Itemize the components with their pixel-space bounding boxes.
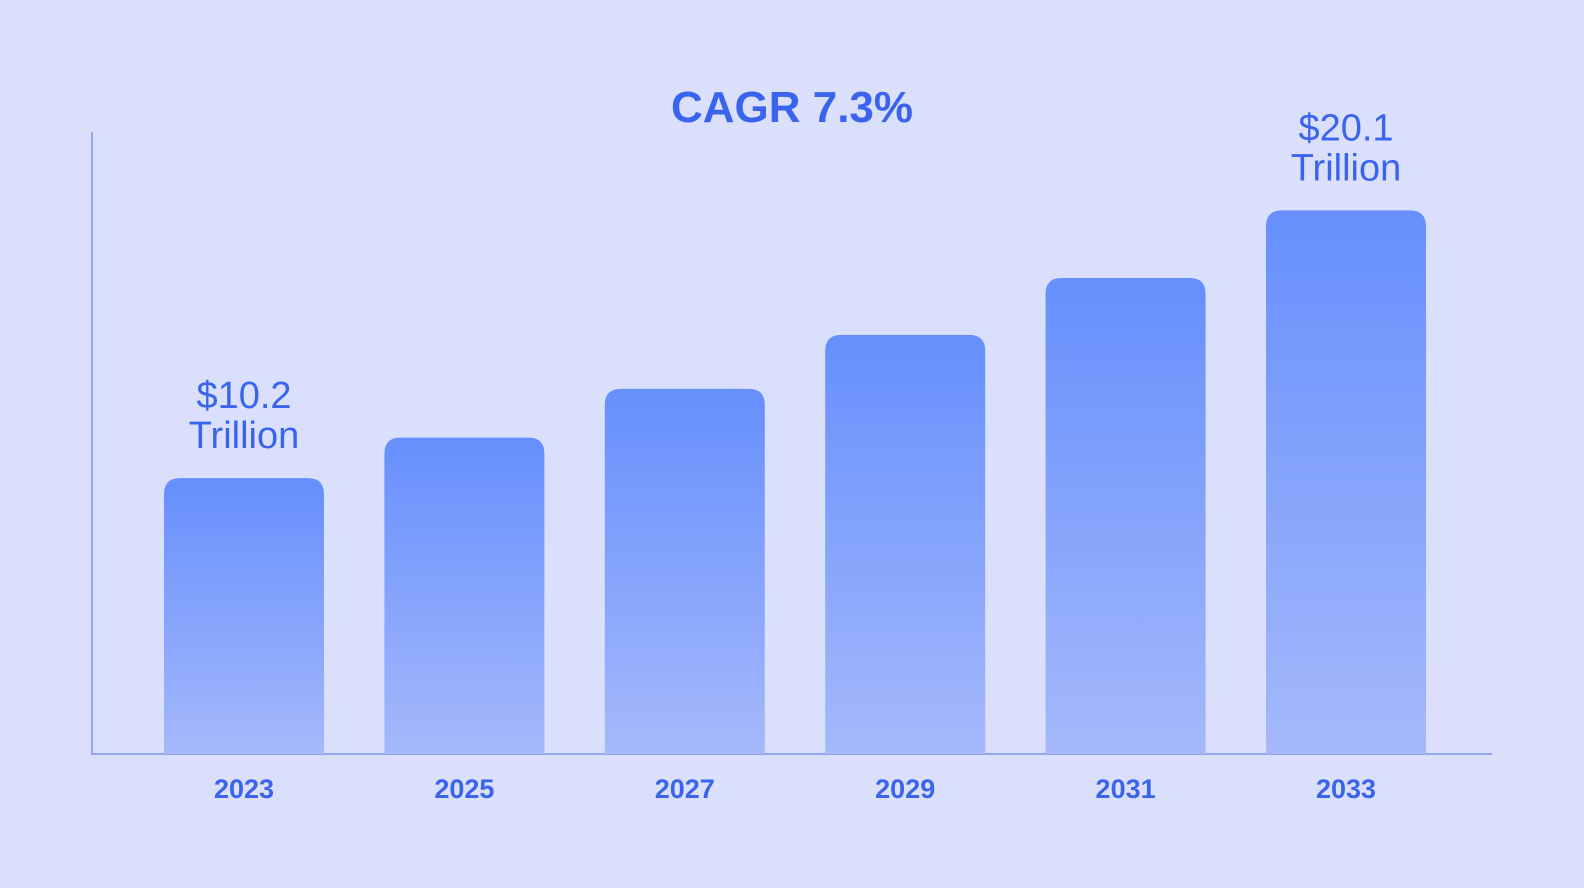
- bar-2033: [1266, 210, 1426, 754]
- x-tick-label-2029: 2029: [875, 774, 935, 804]
- bar-2027: [604, 388, 765, 754]
- bar-2023: [164, 478, 324, 754]
- bar-2031: [1045, 278, 1206, 754]
- x-tick-label-2023: 2023: [214, 774, 274, 804]
- x-tick-label-2031: 2031: [1096, 774, 1156, 804]
- bar-2025: [384, 437, 545, 754]
- chart-title: CAGR 7.3%: [671, 83, 913, 132]
- x-tick-label-2033: 2033: [1316, 774, 1376, 804]
- data-label-unit: Trillion: [189, 415, 300, 457]
- bars-group: [164, 210, 1426, 754]
- data-label-value: $10.2: [196, 375, 291, 417]
- x-tick-label-2025: 2025: [434, 774, 494, 804]
- bar-2029: [825, 334, 986, 754]
- data-label-value: $20.1: [1298, 107, 1393, 149]
- data-label-unit: Trillion: [1291, 147, 1402, 189]
- x-tick-labels-group: 2023 2025 2027 2029 2031 2033: [214, 774, 1376, 804]
- x-tick-label-2027: 2027: [655, 774, 715, 804]
